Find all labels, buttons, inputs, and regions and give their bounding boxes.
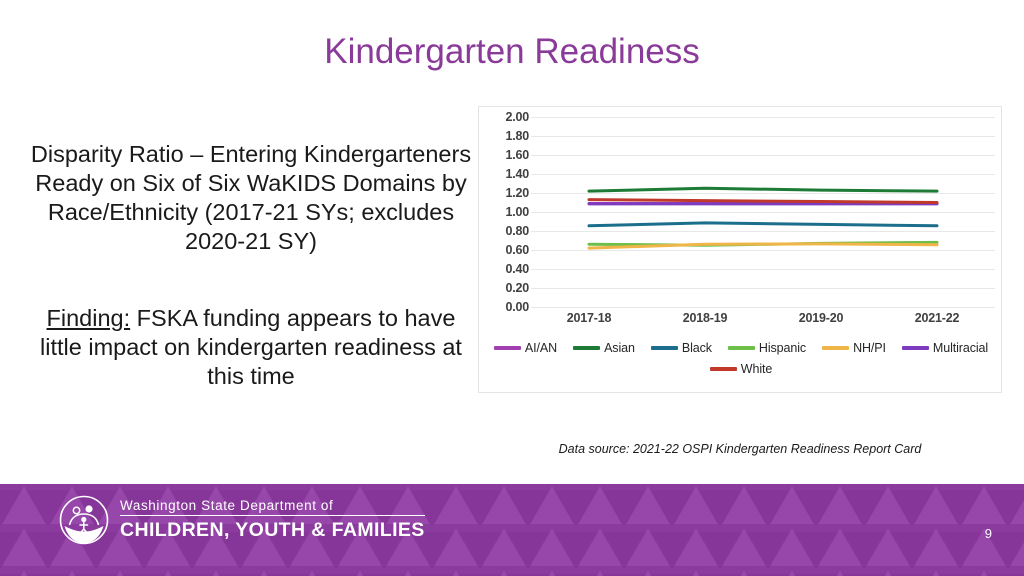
disparity-ratio-line-chart: 0.00 0.20 0.40 0.60 0.80 1.00 1.20 1.40 1.60 1.80… xyxy=(478,106,1002,393)
chart-gridlines xyxy=(531,117,995,308)
agency-name-line1: Washington State Department of xyxy=(120,498,425,516)
legend-label: AI/AN xyxy=(524,341,558,355)
legend-swatch xyxy=(709,367,737,371)
gridline xyxy=(531,288,995,289)
gridline xyxy=(531,193,995,194)
x-axis-tick: 2019-20 xyxy=(798,311,844,325)
finding-statement: Finding: FSKA funding appears to have li… xyxy=(30,304,472,391)
legend-label: Asian xyxy=(604,341,635,355)
gridline xyxy=(531,155,995,156)
legend-item-multiracial[interactable]: Multiracial xyxy=(901,341,989,355)
y-axis-tick: 1.40 xyxy=(505,167,529,181)
legend-swatch xyxy=(573,346,601,350)
x-axis-tick: 2018-19 xyxy=(682,311,728,325)
legend-label: Multiracial xyxy=(932,341,989,355)
slide-footer: Washington State Department of CHILDREN,… xyxy=(0,484,1024,576)
legend-item-hispanic[interactable]: Hispanic xyxy=(727,341,807,355)
legend-label: Black xyxy=(681,341,712,355)
legend-swatch xyxy=(727,346,755,350)
gridline xyxy=(531,307,995,308)
legend-swatch xyxy=(493,346,521,350)
agency-logo: Washington State Department of CHILDREN,… xyxy=(58,494,425,546)
chart-description-text: Disparity Ratio – Entering Kindergartene… xyxy=(30,141,472,254)
gridline xyxy=(531,174,995,175)
legend-swatch xyxy=(650,346,678,350)
legend-item-black[interactable]: Black xyxy=(650,341,712,355)
gridline xyxy=(531,231,995,232)
legend-swatch xyxy=(822,346,850,350)
y-axis-tick: 0.80 xyxy=(505,224,529,238)
y-axis-tick: 0.00 xyxy=(505,300,529,314)
y-axis-tick: 0.40 xyxy=(505,262,529,276)
y-axis-tick: 1.80 xyxy=(505,129,529,143)
series-line-nh-pi xyxy=(589,244,937,248)
series-line-white xyxy=(589,200,937,203)
series-line-black xyxy=(589,223,937,226)
y-axis-tick: 1.00 xyxy=(505,205,529,219)
gridline xyxy=(531,136,995,137)
gridline xyxy=(531,212,995,213)
legend-swatch xyxy=(901,346,929,350)
finding-label: Finding: xyxy=(46,305,131,331)
legend-item-ai-an[interactable]: AI/AN xyxy=(493,341,558,355)
data-source-caption: Data source: 2021-22 OSPI Kindergarten R… xyxy=(558,442,922,456)
chart-plot-area: 0.00 0.20 0.40 0.60 0.80 1.00 1.20 1.40 1.60 1.80… xyxy=(479,107,1003,325)
x-axis-tick: 2021-22 xyxy=(914,311,960,325)
legend-label: White xyxy=(740,362,773,376)
gridline xyxy=(531,269,995,270)
left-text-column: Disparity Ratio – Entering Kindergartene… xyxy=(30,140,472,391)
x-axis-tick: 2017-18 xyxy=(566,311,612,325)
series-line-asian xyxy=(589,188,937,191)
cyf-circle-family-icon xyxy=(59,495,109,545)
y-axis-tick: 1.20 xyxy=(505,186,529,200)
legend-item-asian[interactable]: Asian xyxy=(573,341,635,355)
gridline xyxy=(531,117,995,118)
agency-name-line2: CHILDREN, YOUTH & FAMILIES xyxy=(120,519,425,541)
x-axis-tick-labels: 2017-18 2018-19 2019-20 2021-22 xyxy=(531,311,995,335)
legend-item-white[interactable]: White xyxy=(709,362,773,376)
legend-label: Hispanic xyxy=(758,341,807,355)
footer-triangle-pattern xyxy=(0,484,1024,576)
y-axis-tick: 1.60 xyxy=(505,148,529,162)
slide-page-number: 9 xyxy=(984,526,992,541)
y-axis-tick: 2.00 xyxy=(505,110,529,124)
gridline xyxy=(531,250,995,251)
legend-item-nh-pi[interactable]: NH/PI xyxy=(822,341,886,355)
chart-series-lines xyxy=(531,117,995,307)
y-axis-tick-labels: 0.00 0.20 0.40 0.60 0.80 1.00 1.20 1.40 1.60 1.80… xyxy=(485,110,529,314)
agency-logo-text: Washington State Department of CHILDREN,… xyxy=(120,498,425,542)
finding-body: FSKA funding appears to have little impa… xyxy=(40,305,462,389)
legend-label: NH/PI xyxy=(853,341,886,355)
y-axis-tick: 0.20 xyxy=(505,281,529,295)
y-axis-tick: 0.60 xyxy=(505,243,529,257)
page-title: Kindergarten Readiness xyxy=(324,32,700,71)
chart-legend: AI/AN Asian Black Hispanic NH/PI Multiracial W… xyxy=(479,341,1003,376)
